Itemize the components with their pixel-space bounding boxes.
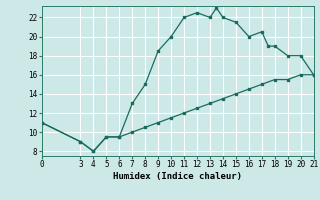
X-axis label: Humidex (Indice chaleur): Humidex (Indice chaleur) — [113, 172, 242, 181]
